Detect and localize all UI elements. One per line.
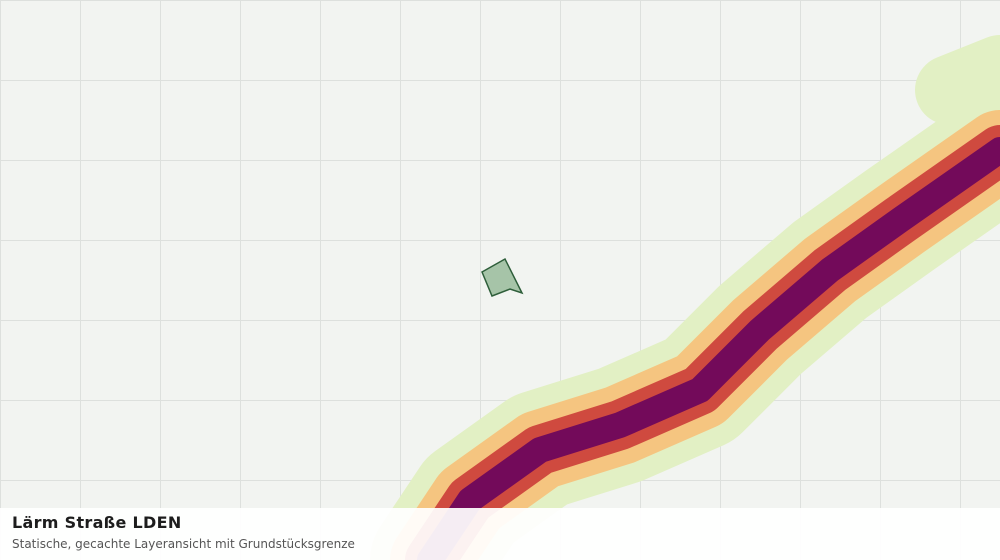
info-panel: Lärm Straße LDEN Statische, gecachte Lay…	[0, 508, 1000, 560]
layer-subtitle: Statische, gecachte Layeransicht mit Gru…	[12, 537, 355, 551]
layer-title: Lärm Straße LDEN	[12, 513, 182, 532]
noise-zone-70	[417, 137, 1000, 560]
noise-layer	[370, 35, 1000, 560]
noise-zone-55	[915, 35, 1000, 125]
parcel-boundary[interactable]	[481, 257, 524, 297]
